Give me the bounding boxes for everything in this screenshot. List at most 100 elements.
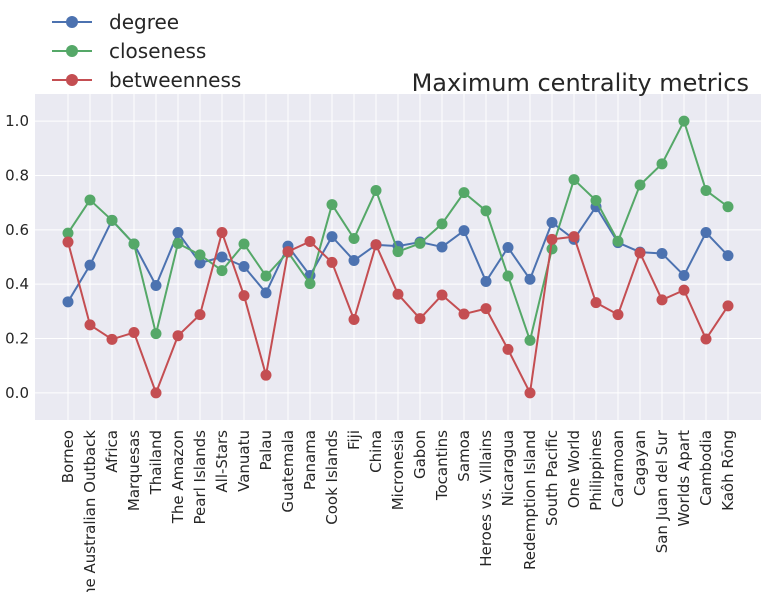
y-tick-label: 1.0 xyxy=(5,112,29,130)
data-point xyxy=(458,225,470,237)
x-tick-label: Cambodia xyxy=(697,430,715,506)
x-tick-label: Borneo xyxy=(59,430,77,483)
legend-label: closeness xyxy=(109,39,206,63)
data-point xyxy=(546,233,558,245)
data-point xyxy=(524,273,536,285)
data-point xyxy=(106,333,118,345)
data-point xyxy=(590,297,602,309)
data-point xyxy=(260,287,272,299)
y-tick-label: 0.8 xyxy=(5,167,29,185)
legend-item: degree xyxy=(52,10,179,34)
x-tick-label: Kaôh Rōng xyxy=(719,430,737,511)
data-point xyxy=(150,280,162,292)
data-point xyxy=(238,261,250,273)
data-point xyxy=(282,246,294,258)
series-group xyxy=(62,115,734,399)
data-point xyxy=(502,241,514,253)
data-point xyxy=(678,269,690,281)
legend-label: degree xyxy=(109,10,179,34)
data-point xyxy=(678,115,690,127)
data-point xyxy=(304,278,316,290)
data-point xyxy=(370,184,382,196)
data-point xyxy=(392,246,404,258)
x-tick-label: Caramoan xyxy=(609,430,627,508)
y-axis-tick-labels: 0.0 0.2 0.4 0.6 0.8 1.0 xyxy=(5,112,29,402)
legend-marker xyxy=(66,74,78,86)
x-tick-label: Marquesas xyxy=(125,430,143,511)
legend-marker xyxy=(66,45,78,57)
data-point xyxy=(370,239,382,251)
x-tick-label: Guatemala xyxy=(279,430,297,513)
data-point xyxy=(62,227,74,239)
x-tick-label: Philippines xyxy=(587,430,605,511)
x-tick-label: The Australian Outback xyxy=(81,430,99,592)
x-tick-label: Micronesia xyxy=(389,430,407,510)
data-point xyxy=(436,218,448,230)
x-axis-tick-labels: Borneo The Australian Outback Africa Marque… xyxy=(59,429,737,592)
legend-marker xyxy=(66,16,78,28)
legend: degree closeness betweenness xyxy=(52,10,241,92)
x-tick-label: Palau xyxy=(257,430,275,470)
data-point xyxy=(414,313,426,325)
data-point xyxy=(634,179,646,191)
data-point xyxy=(62,236,74,248)
data-point xyxy=(458,308,470,320)
data-point xyxy=(304,236,316,248)
x-tick-label: Tocantins xyxy=(433,430,451,501)
data-point xyxy=(568,174,580,186)
y-tick-label: 0.4 xyxy=(5,275,29,293)
data-point xyxy=(326,231,338,243)
data-point xyxy=(172,227,184,239)
data-point xyxy=(150,328,162,340)
data-point xyxy=(568,231,580,243)
x-tick-label: Cook Islands xyxy=(323,430,341,525)
data-point xyxy=(436,241,448,253)
data-point xyxy=(194,309,206,321)
x-tick-label: The Amazon xyxy=(169,430,187,524)
data-point xyxy=(436,289,448,301)
data-point xyxy=(84,194,96,206)
data-point xyxy=(678,284,690,296)
chart-title: Maximum centrality metrics xyxy=(412,69,749,97)
data-point xyxy=(216,251,228,263)
x-tick-label: Cagayan xyxy=(631,430,649,496)
x-tick-label: China xyxy=(367,430,385,473)
data-point xyxy=(150,387,162,399)
data-point xyxy=(238,290,250,302)
data-point xyxy=(590,194,602,206)
data-point xyxy=(128,327,140,339)
data-point xyxy=(326,199,338,211)
x-tick-label: Worlds Apart xyxy=(675,430,693,527)
data-point xyxy=(656,294,668,306)
x-tick-label: Nicaragua xyxy=(499,430,517,506)
data-point xyxy=(260,270,272,282)
x-tick-label: Heroes vs. Villains xyxy=(477,430,495,567)
data-point xyxy=(480,275,492,287)
data-point xyxy=(722,300,734,312)
x-tick-label: Fiji xyxy=(345,430,363,450)
data-point xyxy=(700,184,712,196)
data-point xyxy=(194,249,206,261)
data-point xyxy=(722,250,734,262)
data-point xyxy=(458,187,470,199)
data-point xyxy=(700,333,712,345)
x-tick-label: Redemption Island xyxy=(521,430,539,570)
data-point xyxy=(656,247,668,259)
data-point xyxy=(62,296,74,308)
data-point xyxy=(414,237,426,249)
x-tick-label: Gabon xyxy=(411,430,429,479)
data-point xyxy=(700,227,712,239)
data-point xyxy=(216,265,228,277)
data-point xyxy=(502,270,514,282)
data-point xyxy=(84,259,96,271)
data-point xyxy=(194,257,206,269)
data-point xyxy=(502,343,514,355)
data-point xyxy=(524,334,536,346)
data-point xyxy=(546,216,558,228)
data-point xyxy=(656,158,668,170)
data-point xyxy=(612,235,624,247)
legend-label: betweenness xyxy=(109,68,241,92)
x-tick-label: San Juan del Sur xyxy=(653,429,671,553)
series-betweenness xyxy=(62,227,734,399)
